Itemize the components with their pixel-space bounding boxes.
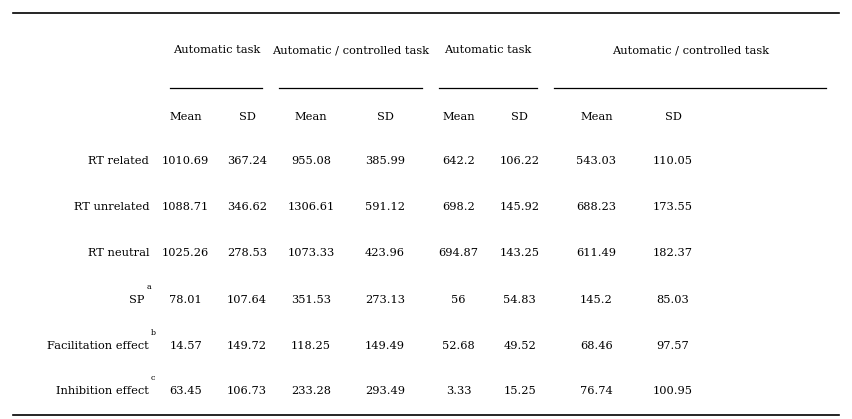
Text: 694.87: 694.87 [439,248,478,259]
Text: 233.28: 233.28 [291,385,331,396]
Text: Automatic / controlled task: Automatic / controlled task [612,45,769,55]
Text: Facilitation effect: Facilitation effect [48,341,149,351]
Text: 423.96: 423.96 [366,248,405,259]
Text: 63.45: 63.45 [170,385,202,396]
Text: 110.05: 110.05 [653,156,693,166]
Text: Mean: Mean [580,112,613,122]
Text: 346.62: 346.62 [227,202,267,212]
Text: a: a [147,283,152,291]
Text: RT neutral: RT neutral [88,248,149,259]
Text: 293.49: 293.49 [366,385,405,396]
Text: SP: SP [130,295,145,305]
Text: 15.25: 15.25 [504,385,536,396]
Text: 351.53: 351.53 [291,295,331,305]
Text: Automatic task: Automatic task [444,45,532,55]
Text: 56: 56 [451,295,466,305]
Text: 85.03: 85.03 [657,295,689,305]
Text: SD: SD [665,112,682,122]
Text: RT related: RT related [89,156,149,166]
Text: 106.73: 106.73 [227,385,267,396]
Text: 1010.69: 1010.69 [162,156,210,166]
Text: Automatic / controlled task: Automatic / controlled task [272,45,429,55]
Text: 107.64: 107.64 [227,295,267,305]
Text: 106.22: 106.22 [500,156,539,166]
Text: SD: SD [511,112,528,122]
Text: 52.68: 52.68 [442,341,475,351]
Text: 143.25: 143.25 [500,248,539,259]
Text: 698.2: 698.2 [442,202,475,212]
Text: 543.03: 543.03 [577,156,616,166]
Text: Mean: Mean [170,112,202,122]
Text: 367.24: 367.24 [227,156,267,166]
Text: 76.74: 76.74 [580,385,613,396]
Text: 611.49: 611.49 [577,248,616,259]
Text: Mean: Mean [442,112,475,122]
Text: 49.52: 49.52 [504,341,536,351]
Text: Inhibition effect: Inhibition effect [56,385,149,396]
Text: 955.08: 955.08 [291,156,331,166]
Text: 149.49: 149.49 [366,341,405,351]
Text: 54.83: 54.83 [504,295,536,305]
Text: c: c [151,374,155,382]
Text: 385.99: 385.99 [366,156,405,166]
Text: 68.46: 68.46 [580,341,613,351]
Text: 273.13: 273.13 [366,295,405,305]
Text: 14.57: 14.57 [170,341,202,351]
Text: Mean: Mean [295,112,327,122]
Text: SD: SD [239,112,256,122]
Text: 149.72: 149.72 [227,341,267,351]
Text: 3.33: 3.33 [446,385,471,396]
Text: 118.25: 118.25 [291,341,331,351]
Text: 145.2: 145.2 [580,295,613,305]
Text: RT unrelated: RT unrelated [73,202,149,212]
Text: 1025.26: 1025.26 [162,248,210,259]
Text: 1073.33: 1073.33 [287,248,335,259]
Text: 1306.61: 1306.61 [287,202,335,212]
Text: 100.95: 100.95 [653,385,693,396]
Text: 278.53: 278.53 [227,248,267,259]
Text: Automatic task: Automatic task [173,45,260,55]
Text: SD: SD [377,112,394,122]
Text: 78.01: 78.01 [170,295,202,305]
Text: 688.23: 688.23 [577,202,616,212]
Text: 97.57: 97.57 [657,341,689,351]
Text: b: b [151,329,156,337]
Text: 642.2: 642.2 [442,156,475,166]
Text: 591.12: 591.12 [366,202,405,212]
Text: 1088.71: 1088.71 [162,202,210,212]
Text: 145.92: 145.92 [500,202,539,212]
Text: 173.55: 173.55 [653,202,693,212]
Text: 182.37: 182.37 [653,248,693,259]
